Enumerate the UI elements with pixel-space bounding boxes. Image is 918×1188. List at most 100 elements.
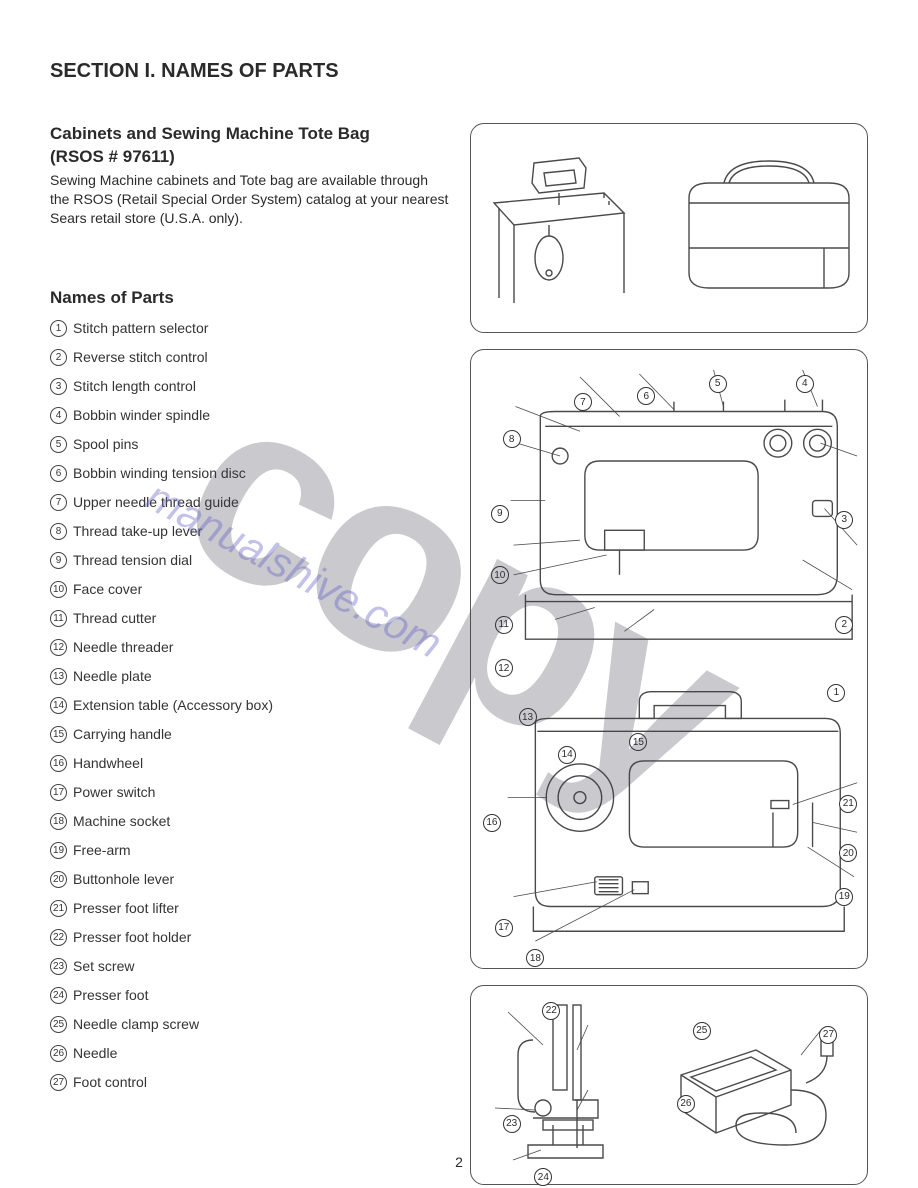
callout-number: 3 [835,511,853,529]
item-number-circle: 22 [50,929,67,946]
list-item: 4Bobbin winder spindle [50,407,450,424]
list-item: 12 Needle threader [50,639,450,656]
item-label: Spool pins [73,436,138,452]
item-label: Face cover [73,581,142,597]
item-label: Stitch pattern selector [73,320,208,336]
list-item: 22Presser foot holder [50,929,450,946]
parts-block: Names of Parts 1Stitch pattern selector2… [50,288,450,1091]
list-item: 15Carrying handle [50,726,450,743]
item-label: Thread cutter [73,610,156,626]
item-label: Machine socket [73,813,170,829]
item-label: Foot control [73,1074,147,1090]
item-number-circle: 20 [50,871,67,888]
list-item: 1 Stitch pattern selector [50,320,450,337]
item-label: Power switch [73,784,155,800]
callout-number: 10 [491,566,509,584]
page-layout: Cabinets and Sewing Machine Tote Bag (RS… [50,123,868,1185]
callout-number: 16 [483,814,501,832]
tote-bag-illustration [674,153,864,303]
item-label: Upper needle thread guide [73,494,239,510]
item-number-circle: 7 [50,494,67,511]
cabinets-heading: Cabinets and Sewing Machine Tote Bag (RS… [50,123,450,169]
list-item: 16 Handwheel [50,755,450,772]
item-number-circle: 17 [50,784,67,801]
item-number-circle: 3 [50,378,67,395]
figure-detail-foot-control: 22 25 27 26 23 24 [470,985,868,1185]
callout-number: 26 [677,1095,695,1113]
item-number-circle: 25 [50,1016,67,1033]
cabinets-heading-line1: Cabinets and Sewing Machine Tote Bag [50,124,370,143]
list-item: 20 Buttonhole lever [50,871,450,888]
item-label: Thread take-up lever [73,523,202,539]
figure-machine-views: 765489310112121131415162120191718 [470,349,868,969]
item-number-circle: 2 [50,349,67,366]
list-item: 25 Needle clamp screw [50,1016,450,1033]
item-number-circle: 10 [50,581,67,598]
callout-number: 2 [835,616,853,634]
item-number-circle: 1 [50,320,67,337]
item-label: Needle [73,1045,117,1061]
item-label: Presser foot lifter [73,900,179,916]
item-number-circle: 5 [50,436,67,453]
item-number-circle: 15 [50,726,67,743]
item-number-circle: 12 [50,639,67,656]
callout-number: 27 [819,1026,837,1044]
item-label: Needle plate [73,668,152,684]
cabinets-body: Sewing Machine cabinets and Tote bag are… [50,171,450,228]
list-item: 13 Needle plate [50,668,450,685]
item-label: Needle threader [73,639,173,655]
list-item: 21 Presser foot lifter [50,900,450,917]
list-item: 18 Machine socket [50,813,450,830]
item-number-circle: 13 [50,668,67,685]
item-number-circle: 23 [50,958,67,975]
presser-foot-detail [483,1000,653,1170]
item-number-circle: 8 [50,523,67,540]
callout-number: 9 [491,505,509,523]
callout-number: 5 [709,375,727,393]
list-item: 23 Set screw [50,958,450,975]
item-number-circle: 24 [50,987,67,1004]
list-item: 3 Stitch length control [50,378,450,395]
cabinets-heading-line2: (RSOS # 97611) [50,147,175,166]
list-item: 9Thread tension dial [50,552,450,569]
section-title: SECTION I. NAMES OF PARTS [50,60,868,83]
page-number: 2 [455,1154,463,1170]
item-label: Set screw [73,958,134,974]
item-label: Stitch length control [73,378,196,394]
item-number-circle: 19 [50,842,67,859]
item-label: Thread tension dial [73,552,192,568]
item-number-circle: 11 [50,610,67,627]
list-item: 5 Spool pins [50,436,450,453]
list-item: 11 Thread cutter [50,610,450,627]
item-number-circle: 18 [50,813,67,830]
item-label: Buttonhole lever [73,871,174,887]
callout-number: 24 [534,1168,552,1186]
callout-number: 1 [827,684,845,702]
list-item: 10 Face cover [50,581,450,598]
callout-number: 25 [693,1022,711,1040]
item-number-circle: 6 [50,465,67,482]
item-label: Handwheel [73,755,143,771]
list-item: 2 Reverse stitch control [50,349,450,366]
list-item: 27 Foot control [50,1074,450,1091]
callout-number: 12 [495,659,513,677]
list-item: 14Extension table (Accessory box) [50,697,450,714]
parts-list: 1 Stitch pattern selector 2 Reverse stitch … [50,320,450,1091]
callout-number: 22 [542,1002,560,1020]
list-item: 6 Bobbin winding tension disc [50,465,450,482]
item-number-circle: 16 [50,755,67,772]
machine-views-svg [471,350,867,968]
item-label: Needle clamp screw [73,1016,199,1032]
callout-number: 19 [835,888,853,906]
callout-number: 17 [495,919,513,937]
item-number-circle: 26 [50,1045,67,1062]
item-number-circle: 27 [50,1074,67,1091]
item-label: Free-arm [73,842,131,858]
item-number-circle: 21 [50,900,67,917]
list-item: 19 Free-arm [50,842,450,859]
item-label: Reverse stitch control [73,349,208,365]
callout-number: 13 [519,708,537,726]
item-label: Bobbin winding tension disc [73,465,246,481]
item-label: Extension table (Accessory box) [73,697,273,713]
callout-number: 23 [503,1115,521,1133]
